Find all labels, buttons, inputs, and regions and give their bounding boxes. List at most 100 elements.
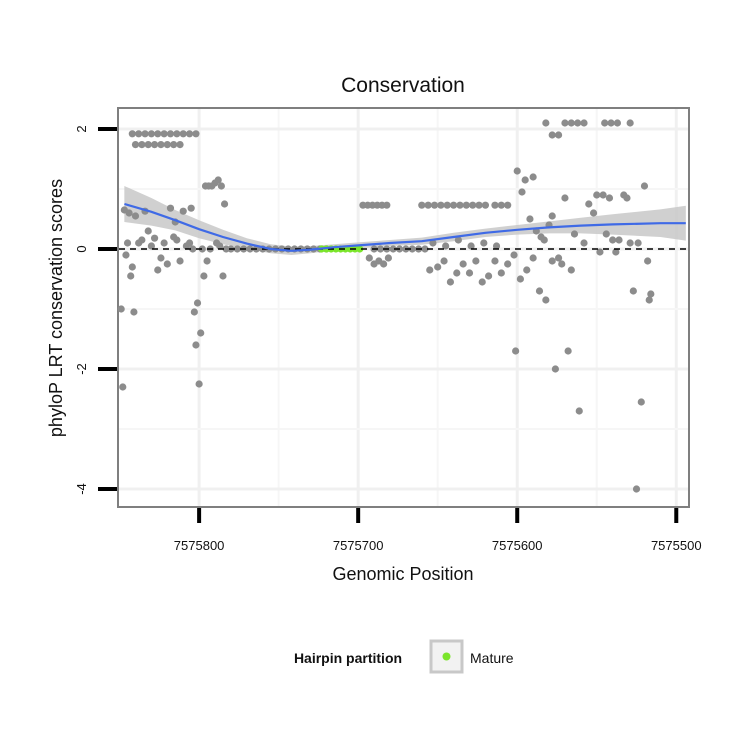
data-point xyxy=(173,130,181,138)
x-tick-label: 7575800 xyxy=(174,538,225,553)
data-point xyxy=(446,278,455,286)
data-point xyxy=(548,212,556,220)
data-point xyxy=(629,287,637,295)
data-point xyxy=(173,236,181,244)
data-point xyxy=(128,263,136,271)
data-point xyxy=(122,251,130,259)
data-point xyxy=(481,201,490,209)
data-point xyxy=(504,201,512,209)
data-point xyxy=(197,329,205,337)
data-point xyxy=(365,254,373,262)
data-point xyxy=(567,119,575,127)
data-point xyxy=(418,201,426,209)
data-point xyxy=(200,272,208,280)
x-tick-label: 7575600 xyxy=(492,538,543,553)
data-point xyxy=(626,119,634,127)
data-point xyxy=(443,201,451,209)
y-tick-label: 2 xyxy=(74,125,89,132)
x-axis: 7575800 7575700 7575600 7575500 xyxy=(174,508,702,553)
data-point xyxy=(170,141,178,149)
data-point xyxy=(195,380,203,388)
data-point xyxy=(529,254,537,262)
data-point xyxy=(518,188,526,196)
data-point xyxy=(462,201,470,209)
legend-mature-marker xyxy=(442,652,451,661)
data-point xyxy=(554,254,563,262)
data-point xyxy=(497,201,505,209)
data-point xyxy=(214,176,222,184)
data-point xyxy=(561,119,569,127)
data-point xyxy=(644,257,652,265)
data-point xyxy=(634,239,642,247)
data-point xyxy=(176,257,184,265)
data-point xyxy=(575,407,583,415)
data-point xyxy=(125,209,133,217)
data-point xyxy=(163,141,171,149)
legend: Hairpin partition Mature xyxy=(294,639,514,674)
data-point xyxy=(623,194,631,202)
data-point xyxy=(561,194,569,202)
data-point xyxy=(548,257,556,265)
data-point xyxy=(127,272,135,280)
data-point xyxy=(540,236,548,244)
data-point xyxy=(179,207,187,215)
data-point xyxy=(521,176,529,184)
data-point xyxy=(513,167,521,175)
data-point xyxy=(593,191,601,199)
data-point xyxy=(437,201,445,209)
data-point xyxy=(442,242,450,250)
data-point xyxy=(154,130,162,138)
data-point xyxy=(216,242,224,250)
data-point xyxy=(472,257,480,265)
data-point xyxy=(389,245,397,253)
data-point xyxy=(480,239,488,247)
data-point xyxy=(144,227,152,235)
data-point xyxy=(424,201,432,209)
data-point xyxy=(123,239,132,247)
data-point xyxy=(187,204,195,212)
chart-title: Conservation xyxy=(341,74,465,97)
data-point xyxy=(484,272,493,280)
data-point xyxy=(612,248,620,256)
data-point xyxy=(535,287,544,295)
data-point xyxy=(645,296,653,304)
data-point xyxy=(131,212,140,220)
y-tick-label: 0 xyxy=(74,245,89,252)
data-point xyxy=(469,201,477,209)
data-point xyxy=(135,130,143,138)
data-point xyxy=(380,260,388,268)
data-point xyxy=(166,130,175,138)
x-tick-label: 7575500 xyxy=(651,538,702,553)
data-point xyxy=(491,201,499,209)
smooth-curve xyxy=(124,202,686,252)
data-point xyxy=(138,236,146,244)
data-point xyxy=(147,130,156,138)
data-point xyxy=(233,245,241,253)
data-point xyxy=(475,201,483,209)
data-point xyxy=(128,130,136,138)
data-point xyxy=(383,201,391,209)
data-point xyxy=(516,275,525,283)
data-point xyxy=(615,236,623,244)
data-point xyxy=(185,239,194,247)
data-point xyxy=(190,308,198,316)
data-point xyxy=(154,266,162,274)
data-point xyxy=(554,131,563,139)
data-point xyxy=(192,130,200,138)
data-point xyxy=(580,119,588,127)
data-point xyxy=(426,266,434,274)
data-point xyxy=(574,119,582,127)
mature-point xyxy=(356,245,364,253)
points-layer xyxy=(117,119,655,493)
legend-label-mature: Mature xyxy=(470,650,514,666)
data-point xyxy=(637,398,645,406)
data-point xyxy=(219,272,227,280)
data-point xyxy=(647,290,655,298)
data-point xyxy=(497,269,505,277)
y-axis: 2 0 -2 -4 xyxy=(74,125,117,495)
data-point xyxy=(376,245,385,253)
data-point xyxy=(551,365,559,373)
data-point xyxy=(141,130,149,138)
data-point xyxy=(548,131,556,139)
data-point xyxy=(429,239,437,247)
